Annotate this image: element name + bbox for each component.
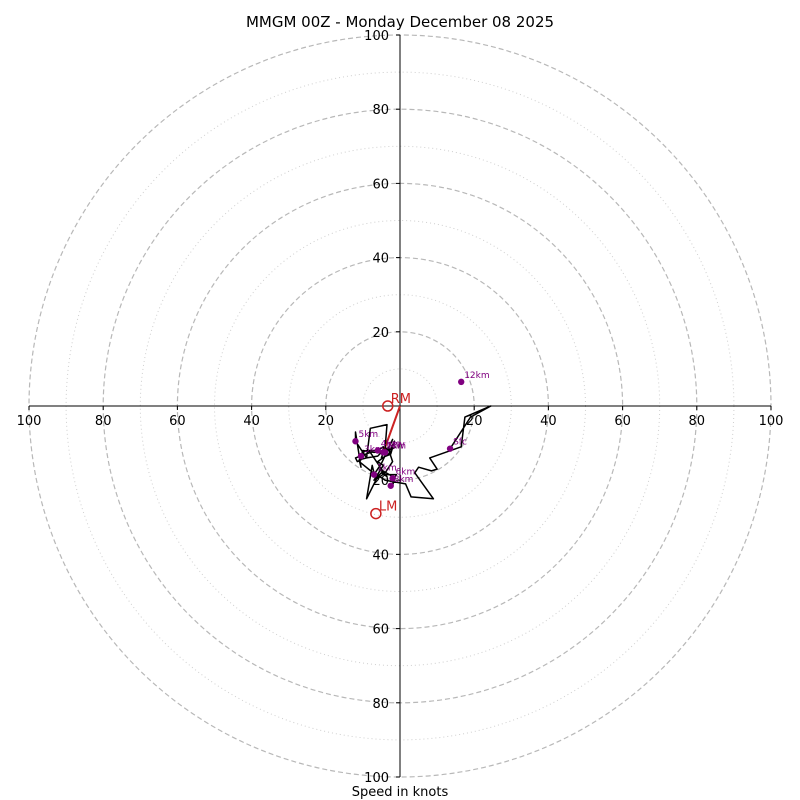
x-tick-label: 40 bbox=[243, 414, 260, 429]
y-tick-label: 60 bbox=[372, 623, 389, 638]
y-tick-label: 40 bbox=[372, 252, 389, 267]
x-tick-label: 40 bbox=[540, 414, 557, 429]
point-3km-marker bbox=[357, 452, 365, 460]
point-4km-marker bbox=[374, 447, 381, 454]
point-4km-label: 4km bbox=[381, 440, 401, 450]
point-12km-marker bbox=[458, 378, 465, 386]
point-mw-label: MW bbox=[388, 441, 405, 451]
y-tick-label: 60 bbox=[372, 177, 389, 192]
y-tick-label: 100 bbox=[364, 29, 389, 44]
point-3km-label: 3km bbox=[364, 445, 384, 455]
storm-motion-rm-marker bbox=[382, 400, 394, 412]
point-2km-label: 2km bbox=[386, 441, 406, 451]
x-tick-label: 60 bbox=[614, 414, 631, 429]
point-6km-label: 6km bbox=[396, 467, 416, 477]
y-tick-label: 80 bbox=[372, 697, 389, 712]
x-axis-label: Speed in knots bbox=[352, 785, 449, 800]
x-tick-label: 100 bbox=[17, 414, 42, 429]
point-8km-label: 8km bbox=[394, 475, 414, 485]
x-tick-label: 60 bbox=[169, 414, 186, 429]
storm-motion-lm-label: LM bbox=[379, 500, 397, 515]
y-tick-label: 40 bbox=[372, 548, 389, 563]
storm-motion-markers: RM LM bbox=[370, 392, 411, 520]
point-sfc-marker bbox=[446, 445, 454, 452]
x-tick-label: 100 bbox=[759, 414, 784, 429]
x-tick-label: 80 bbox=[689, 414, 706, 429]
point-12km-label: 12km bbox=[464, 371, 489, 381]
hodograph-line bbox=[354, 405, 492, 500]
point-sfc-label: Sfc bbox=[453, 438, 467, 448]
point-1km-label: 1km bbox=[377, 464, 397, 474]
hodograph-trace bbox=[354, 405, 492, 500]
y-tick-label: 100 bbox=[364, 771, 389, 786]
x-tick-label: 20 bbox=[318, 414, 335, 429]
point-6km-marker bbox=[389, 475, 396, 482]
x-tick-label: 80 bbox=[95, 414, 112, 429]
point-8km-marker bbox=[387, 482, 394, 489]
point-1km-marker bbox=[370, 471, 378, 478]
chart-title: MMGM 00Z - Monday December 08 2025 bbox=[246, 13, 554, 31]
point-5km-marker bbox=[352, 438, 359, 445]
y-tick-label: 80 bbox=[372, 103, 389, 118]
point-5km-label: 5km bbox=[358, 430, 378, 440]
point-mw-marker bbox=[381, 449, 389, 456]
y-tick-label: 20 bbox=[372, 326, 389, 341]
storm-motion-rm-label: RM bbox=[391, 392, 411, 407]
storm-motion-lm-marker bbox=[370, 507, 382, 520]
